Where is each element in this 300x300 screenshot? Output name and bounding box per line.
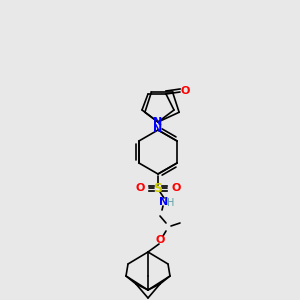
Text: H: H [167,198,175,208]
Text: N: N [159,197,169,207]
Text: S: S [154,182,163,194]
Text: O: O [180,86,190,96]
Text: N: N [153,124,163,134]
Text: O: O [135,183,145,193]
Text: O: O [155,235,165,245]
Text: O: O [171,183,181,193]
Text: N: N [153,117,163,127]
